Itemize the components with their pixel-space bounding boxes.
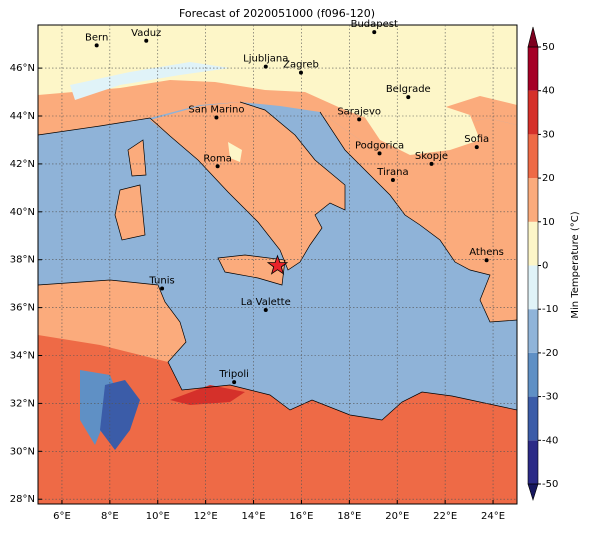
colorbar-segment <box>528 309 538 353</box>
city-label: Bern <box>85 32 108 43</box>
colorbar-segment <box>528 221 538 266</box>
city-dot <box>484 258 489 263</box>
y-tick-label: 28°N <box>10 494 35 505</box>
y-tick-label: 36°N <box>10 303 35 314</box>
colorbar-segment <box>528 440 538 484</box>
city-dot <box>406 95 411 100</box>
colorbar-segment <box>528 352 538 397</box>
city-label: Tirana <box>376 167 408 178</box>
city-dot <box>215 164 220 169</box>
colorbar-tick-label: -40 <box>542 435 558 446</box>
colorbar-label: Min Temperature (°C) <box>570 211 581 318</box>
title: Forecast of 2020051000 (f096-120) <box>179 7 375 20</box>
city-label: Sofia <box>464 134 489 145</box>
city-label: La Valette <box>241 297 291 308</box>
city-label: Belgrade <box>386 84 431 95</box>
city-dot <box>232 380 237 385</box>
colorbar-under <box>527 483 539 502</box>
colorbar-tick-label: 10 <box>542 217 555 228</box>
city-dot <box>372 30 377 35</box>
colorbar-segment <box>528 47 538 91</box>
city-dot <box>144 38 149 43</box>
city-label: Zagreb <box>283 60 319 71</box>
city-dot <box>263 64 268 69</box>
city-label: Tunis <box>148 275 174 286</box>
coastlines <box>37 101 518 421</box>
x-tick-label: 6°E <box>53 511 71 522</box>
city-label: Vaduz <box>131 28 161 39</box>
city-label: Podgorica <box>355 140 404 151</box>
map-frame <box>37 24 518 505</box>
colorbar-tick-label: -10 <box>542 304 558 315</box>
x-tick-label: 24°E <box>481 511 505 522</box>
city-label: Athens <box>469 247 504 258</box>
city-dot <box>298 70 303 75</box>
colorbar-over <box>527 26 539 48</box>
y-tick-label: 38°N <box>10 255 35 266</box>
colorbar-tick-label: 20 <box>542 173 555 184</box>
x-tick-label: 10°E <box>146 511 170 522</box>
city-dot <box>357 117 362 122</box>
city-label: Ljubljana <box>243 54 288 65</box>
colorbar-tick-label: -20 <box>542 348 558 359</box>
location-marker <box>266 254 289 275</box>
colorbar-tick-label: 30 <box>542 129 555 140</box>
y-tick-label: 34°N <box>10 351 35 362</box>
y-tick-label: 30°N <box>10 446 35 457</box>
x-tick-label: 18°E <box>337 511 361 522</box>
colorbar-tick-label: 0 <box>542 261 548 272</box>
x-tick-label: 12°E <box>194 511 218 522</box>
city-label: Tripoli <box>218 369 249 380</box>
colorbar-segment <box>528 396 538 441</box>
x-tick-label: 8°E <box>101 511 119 522</box>
city-dot <box>390 177 395 182</box>
city-label: Skopje <box>415 151 448 162</box>
colorbar-tick-label: 50 <box>542 42 555 53</box>
city-label: Budapest <box>351 19 398 30</box>
colorbar-segment <box>528 265 538 310</box>
y-tick-label: 32°N <box>10 398 35 409</box>
city-dot <box>214 115 219 120</box>
x-tick-label: 14°E <box>242 511 266 522</box>
y-tick-label: 44°N <box>10 111 35 122</box>
x-tick-label: 22°E <box>433 511 457 522</box>
city-dot <box>160 286 165 291</box>
colorbar-tick-label: 40 <box>542 86 555 97</box>
colorbar-segment <box>528 90 538 135</box>
x-tick-label: 20°E <box>385 511 409 522</box>
y-tick-label: 46°N <box>10 63 35 74</box>
x-tick-label: 16°E <box>289 511 313 522</box>
city-dot <box>263 308 268 313</box>
colorbar-segment <box>528 134 538 179</box>
colorbar-segment <box>528 178 538 222</box>
city-dot <box>94 43 99 48</box>
city-label: Roma <box>203 153 232 164</box>
city-label: San Marino <box>188 104 244 115</box>
city-dot <box>429 161 434 166</box>
y-tick-label: 42°N <box>10 159 35 170</box>
city-dot <box>474 145 479 150</box>
city-dot <box>377 151 382 156</box>
y-tick-label: 40°N <box>10 207 35 218</box>
colorbar-tick-label: -30 <box>542 392 558 403</box>
city-label: Sarajevo <box>337 106 381 117</box>
colorbar-tick-label: -50 <box>542 479 558 490</box>
